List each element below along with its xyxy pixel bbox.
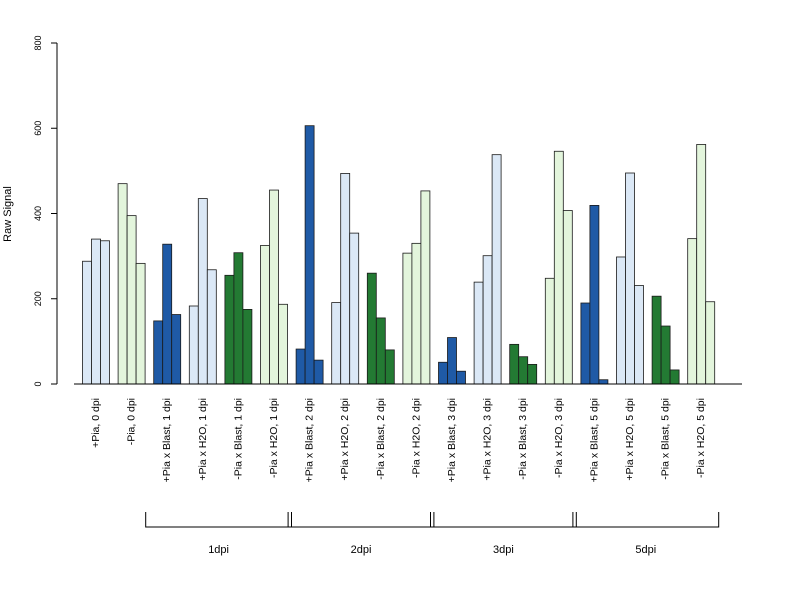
timepoint-bracket bbox=[145, 512, 292, 528]
y-tick-label: 400 bbox=[33, 206, 43, 221]
bar bbox=[384, 349, 395, 385]
bar bbox=[696, 144, 707, 385]
bar bbox=[669, 369, 680, 385]
x-tick-label: -Pia x H2O, 5 dpi bbox=[695, 398, 707, 478]
bar bbox=[598, 379, 609, 385]
bar bbox=[269, 189, 279, 385]
y-tick-label: 600 bbox=[33, 121, 43, 136]
bar bbox=[402, 252, 413, 385]
bar bbox=[509, 343, 520, 385]
bar bbox=[349, 232, 360, 385]
bar bbox=[456, 370, 466, 385]
bar bbox=[580, 302, 591, 385]
bar bbox=[527, 363, 538, 385]
timepoint-bracket bbox=[287, 512, 435, 528]
x-tick-label: -Pia, 0 dpi bbox=[126, 398, 138, 445]
bar bbox=[188, 305, 199, 385]
bar bbox=[366, 272, 377, 385]
x-tick-label: +Pia x Blast, 5 dpi bbox=[588, 398, 600, 482]
bar bbox=[518, 356, 529, 385]
bar bbox=[197, 198, 208, 385]
bar bbox=[491, 154, 502, 385]
bar bbox=[625, 172, 635, 385]
x-tick-label: -Pia x Blast, 2 dpi bbox=[375, 398, 387, 480]
bar bbox=[553, 150, 564, 385]
timepoint-label: 5dpi bbox=[635, 544, 656, 556]
bar bbox=[482, 255, 493, 385]
bar bbox=[117, 183, 128, 385]
bar bbox=[100, 240, 110, 385]
x-tick-label: -Pia x Blast, 1 dpi bbox=[232, 398, 244, 480]
x-tick-label: +Pia x H2O, 2 dpi bbox=[339, 398, 351, 481]
x-tick-label: +Pia x Blast, 2 dpi bbox=[304, 398, 316, 482]
bar bbox=[224, 274, 235, 385]
timepoint-bracket bbox=[572, 512, 720, 528]
bar bbox=[651, 295, 662, 385]
bar bbox=[562, 210, 573, 385]
x-tick-label: +Pia x Blast, 3 dpi bbox=[446, 398, 458, 482]
y-axis-label: Raw Signal bbox=[2, 186, 14, 242]
bar bbox=[375, 317, 386, 385]
bar bbox=[126, 215, 137, 385]
y-axis: 0 200 400 600 800 bbox=[33, 35, 58, 387]
x-tick-label: -Pia x Blast, 3 dpi bbox=[517, 398, 529, 480]
y-tick-label: 0 bbox=[33, 381, 43, 386]
bar bbox=[206, 269, 217, 385]
bar bbox=[135, 262, 146, 385]
bar bbox=[153, 320, 164, 385]
bar bbox=[295, 348, 306, 385]
bar bbox=[313, 359, 324, 385]
bar bbox=[705, 301, 716, 385]
timepoint-brackets: 1dpi 2dpi 3dpi 5dpi bbox=[145, 512, 720, 556]
bar bbox=[162, 243, 173, 385]
y-tick-label: 200 bbox=[33, 291, 43, 306]
timepoint-bracket bbox=[430, 512, 577, 528]
bar bbox=[91, 238, 101, 385]
bar bbox=[171, 314, 182, 385]
bar bbox=[420, 190, 431, 385]
x-tick-label: +Pia, 0 dpi bbox=[90, 398, 102, 448]
bar bbox=[411, 242, 422, 385]
x-tick-label: -Pia x Blast, 5 dpi bbox=[660, 398, 672, 480]
bar bbox=[260, 245, 270, 385]
bar bbox=[616, 256, 626, 385]
bar bbox=[660, 325, 671, 385]
timepoint-label: 1dpi bbox=[208, 544, 229, 556]
bar bbox=[544, 277, 555, 385]
x-tick-label: -Pia x H2O, 1 dpi bbox=[268, 398, 280, 478]
bar bbox=[233, 252, 244, 385]
bar bbox=[331, 302, 342, 385]
bar bbox=[473, 281, 484, 385]
bar bbox=[304, 125, 315, 385]
timepoint-label: 3dpi bbox=[493, 544, 514, 556]
bar bbox=[340, 173, 351, 385]
y-tick-label: 800 bbox=[33, 35, 43, 50]
bar bbox=[589, 205, 600, 385]
bars bbox=[82, 125, 716, 385]
bar bbox=[82, 260, 92, 385]
bar bbox=[447, 337, 457, 385]
bar bbox=[242, 309, 253, 385]
x-tick-label: +Pia x H2O, 5 dpi bbox=[624, 398, 636, 481]
x-tick-label: -Pia x H2O, 2 dpi bbox=[410, 398, 422, 478]
timepoint-label: 2dpi bbox=[351, 544, 372, 556]
x-tick-labels: +Pia, 0 dpi -Pia, 0 dpi +Pia x Blast, 1 dp… bbox=[90, 398, 707, 482]
bar bbox=[687, 238, 698, 385]
x-tick-label: +Pia x H2O, 1 dpi bbox=[197, 398, 209, 481]
bar bbox=[634, 285, 644, 385]
x-tick-label: +Pia x Blast, 1 dpi bbox=[161, 398, 173, 482]
bar bbox=[278, 303, 288, 385]
bar bbox=[438, 361, 448, 385]
x-tick-label: -Pia x H2O, 3 dpi bbox=[553, 398, 565, 478]
x-tick-label: +Pia x H2O, 3 dpi bbox=[482, 398, 494, 481]
